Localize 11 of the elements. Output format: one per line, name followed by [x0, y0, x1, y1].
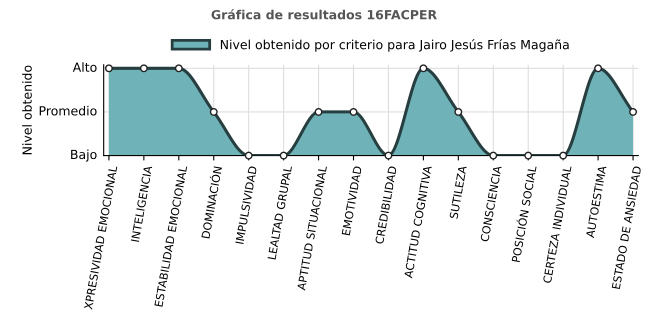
text: Promedio: [40, 106, 97, 116]
y-axis-title: Nivel obtenido: [22, 66, 32, 154]
chart-title: Gráfica de resultados 16FACPER: [212, 9, 437, 20]
x-tick-label: SUTILEZA: [449, 165, 467, 219]
x-tick-label: ACTITUD COGNITIVA: [404, 165, 432, 278]
legend-label: Nivel obtenido por criterio para Jairo Jesús Frías Magaña: [220, 39, 569, 52]
x-tick-label: LEALTAD GRUPAL: [267, 165, 292, 260]
text: Bajo: [71, 149, 97, 162]
text: Alto: [72, 62, 97, 72]
x-tick-label: ESTADO DE ANSIEDAD: [612, 166, 642, 290]
x-tick-label: POSICIÓN SOCIAL: [510, 164, 537, 262]
